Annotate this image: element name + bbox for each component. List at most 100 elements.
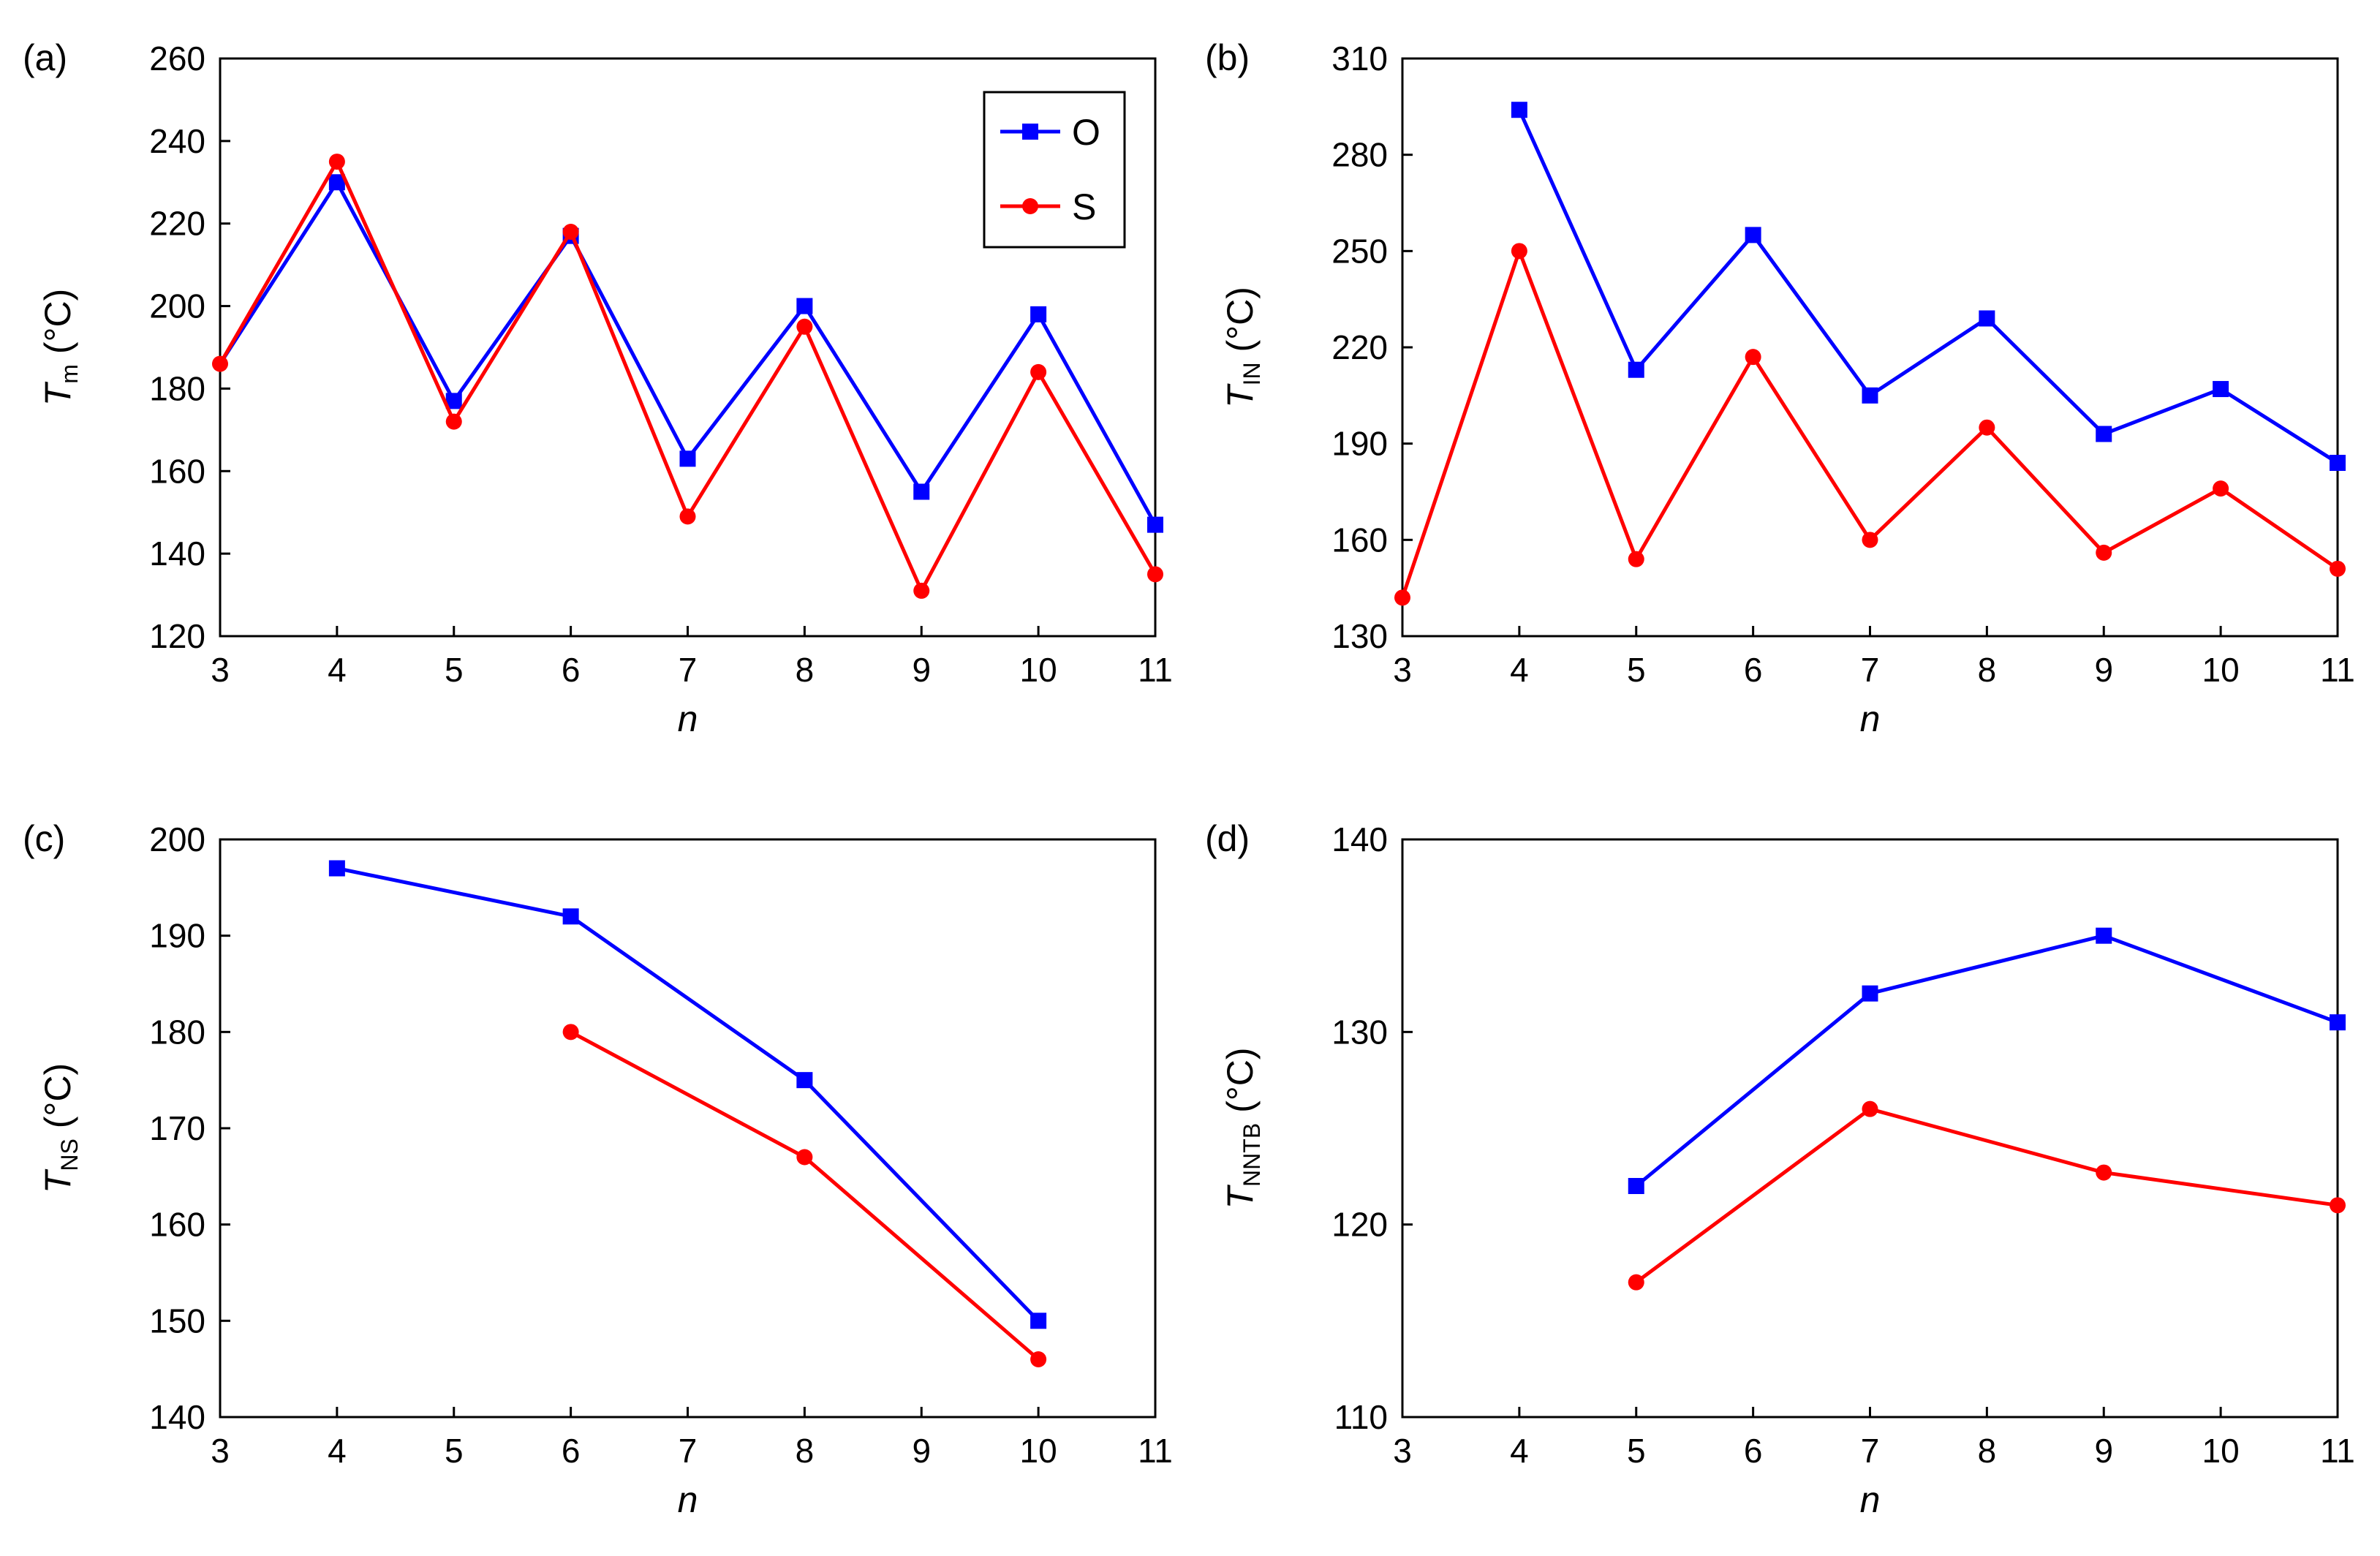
y-tick-label: 160 xyxy=(149,1206,205,1244)
panel-c: 3 4 5 6 7 8 9 10 11 140 150 160 170 180 190 200 n TNS (°C… xyxy=(23,818,1173,1520)
data-point-S xyxy=(1862,532,1878,548)
data-point-S xyxy=(1979,419,1995,436)
y-tick-label: 120 xyxy=(1331,1206,1388,1244)
data-point-O xyxy=(796,1072,813,1089)
series-O xyxy=(1628,927,2346,1194)
y-axis-unit: (°C) xyxy=(1220,1048,1261,1123)
series-O xyxy=(1511,102,2346,471)
data-point-S xyxy=(1862,1100,1878,1117)
data-point-S xyxy=(1030,1351,1047,1367)
y-axis-unit: (°C) xyxy=(1220,287,1261,362)
x-tick-label: 4 xyxy=(1510,1432,1529,1470)
x-tick-label: 8 xyxy=(1978,651,1997,689)
data-point-O xyxy=(562,908,579,925)
x-tick-label: 5 xyxy=(445,1432,464,1470)
y-tick-label: 260 xyxy=(149,39,205,78)
y-tick-label: 140 xyxy=(149,535,205,573)
y-axis-unit: (°C) xyxy=(37,1063,78,1138)
data-point-S xyxy=(445,413,462,430)
y-tick-label: 190 xyxy=(149,917,205,955)
series-line-O xyxy=(1517,109,2339,465)
y-tick-label: 200 xyxy=(149,820,205,858)
x-tick-label: 6 xyxy=(1744,1432,1763,1470)
data-point-S xyxy=(2096,544,2112,561)
data-point-S xyxy=(2330,1197,2346,1214)
data-point-O xyxy=(1862,985,1878,1002)
x-tick-label: 9 xyxy=(2094,651,2113,689)
data-point-S xyxy=(212,355,228,372)
series-O xyxy=(328,860,1047,1329)
series-line-O xyxy=(1635,934,2338,1187)
x-tick-label: 4 xyxy=(328,1432,347,1470)
x-tick-label: 7 xyxy=(1861,651,1880,689)
x-tick-label: 3 xyxy=(1393,651,1412,689)
plot-frame xyxy=(1401,838,2339,1419)
panel-label: (a) xyxy=(23,37,67,78)
y-tick-label: 130 xyxy=(1331,617,1388,655)
x-tick-label: 4 xyxy=(1510,651,1529,689)
data-point-S xyxy=(796,1149,813,1166)
y-tick-label: 140 xyxy=(1331,820,1388,858)
legend-marker-O xyxy=(1022,124,1038,140)
x-axis-title: n xyxy=(1860,1479,1881,1520)
y-tick-label: 110 xyxy=(1334,1398,1388,1436)
data-point-O xyxy=(328,860,345,877)
data-point-O xyxy=(913,483,930,500)
y-axis-subscript: IN xyxy=(1239,362,1265,385)
data-point-O xyxy=(796,298,813,314)
x-axis-title: n xyxy=(678,698,698,739)
data-point-S xyxy=(1394,589,1410,606)
y-tick-label: 190 xyxy=(1331,425,1388,463)
y-tick-label: 220 xyxy=(149,205,205,243)
data-point-S xyxy=(1628,551,1644,567)
y-axis-title: TIN (°C) xyxy=(1220,287,1265,408)
x-tick-label: 9 xyxy=(2094,1432,2113,1470)
y-axis-subscript: NNTB xyxy=(1239,1123,1265,1187)
y-tick-label: 160 xyxy=(149,452,205,490)
y-axis-symbol: T xyxy=(1220,383,1261,408)
data-point-S xyxy=(1511,243,1527,260)
y-axis-subscript: NS xyxy=(56,1138,83,1171)
y-axis-subscript: m xyxy=(56,364,83,384)
panel-a: 3 4 5 6 7 8 9 10 11 120 140 160 180 200 220 240 260 n Tm (… xyxy=(23,37,1173,739)
y-tick-label: 130 xyxy=(1331,1013,1388,1051)
y-axis-symbol: T xyxy=(37,381,78,406)
legend-marker-S xyxy=(1022,198,1038,214)
x-tick-label: 6 xyxy=(1744,651,1763,689)
x-tick-label: 4 xyxy=(328,651,347,689)
data-point-O xyxy=(1862,387,1878,404)
data-point-O xyxy=(328,174,345,191)
series-S xyxy=(562,1024,1047,1367)
series-S xyxy=(1394,243,2346,606)
data-point-S xyxy=(1147,566,1163,583)
data-point-S xyxy=(1030,363,1047,380)
x-tick-label: 8 xyxy=(796,651,815,689)
legend: OS xyxy=(983,91,1126,249)
x-tick-label: 11 xyxy=(1138,651,1173,689)
panel-label: (d) xyxy=(1205,818,1250,859)
y-axis-symbol: T xyxy=(37,1168,78,1193)
chart-panels: 3 4 5 6 7 8 9 10 11 120 140 160 180 200 220 240 260 n Tm (… xyxy=(23,37,2355,1520)
y-tick-label: 140 xyxy=(149,1398,205,1436)
plot-frame xyxy=(1401,57,2339,638)
y-tick-label: 220 xyxy=(1331,328,1388,366)
y-tick-label: 200 xyxy=(149,287,205,325)
data-point-O xyxy=(2096,927,2112,944)
data-point-S xyxy=(562,224,579,240)
y-axis-title: TNS (°C) xyxy=(37,1063,83,1193)
x-axis-title: n xyxy=(678,1479,698,1520)
y-tick-label: 180 xyxy=(149,369,205,407)
x-tick-label: 8 xyxy=(1978,1432,1997,1470)
x-tick-label: 6 xyxy=(562,651,581,689)
x-tick-label: 7 xyxy=(1861,1432,1880,1470)
data-point-S xyxy=(1628,1274,1644,1291)
data-point-O xyxy=(1030,1313,1047,1329)
data-point-O xyxy=(2330,1014,2346,1031)
x-tick-label: 6 xyxy=(562,1432,581,1470)
panel-label: (b) xyxy=(1205,37,1250,78)
data-point-S xyxy=(328,154,345,170)
x-tick-label: 10 xyxy=(1020,1432,1057,1470)
data-point-O xyxy=(2330,455,2346,471)
legend-label-O: O xyxy=(1072,112,1100,153)
